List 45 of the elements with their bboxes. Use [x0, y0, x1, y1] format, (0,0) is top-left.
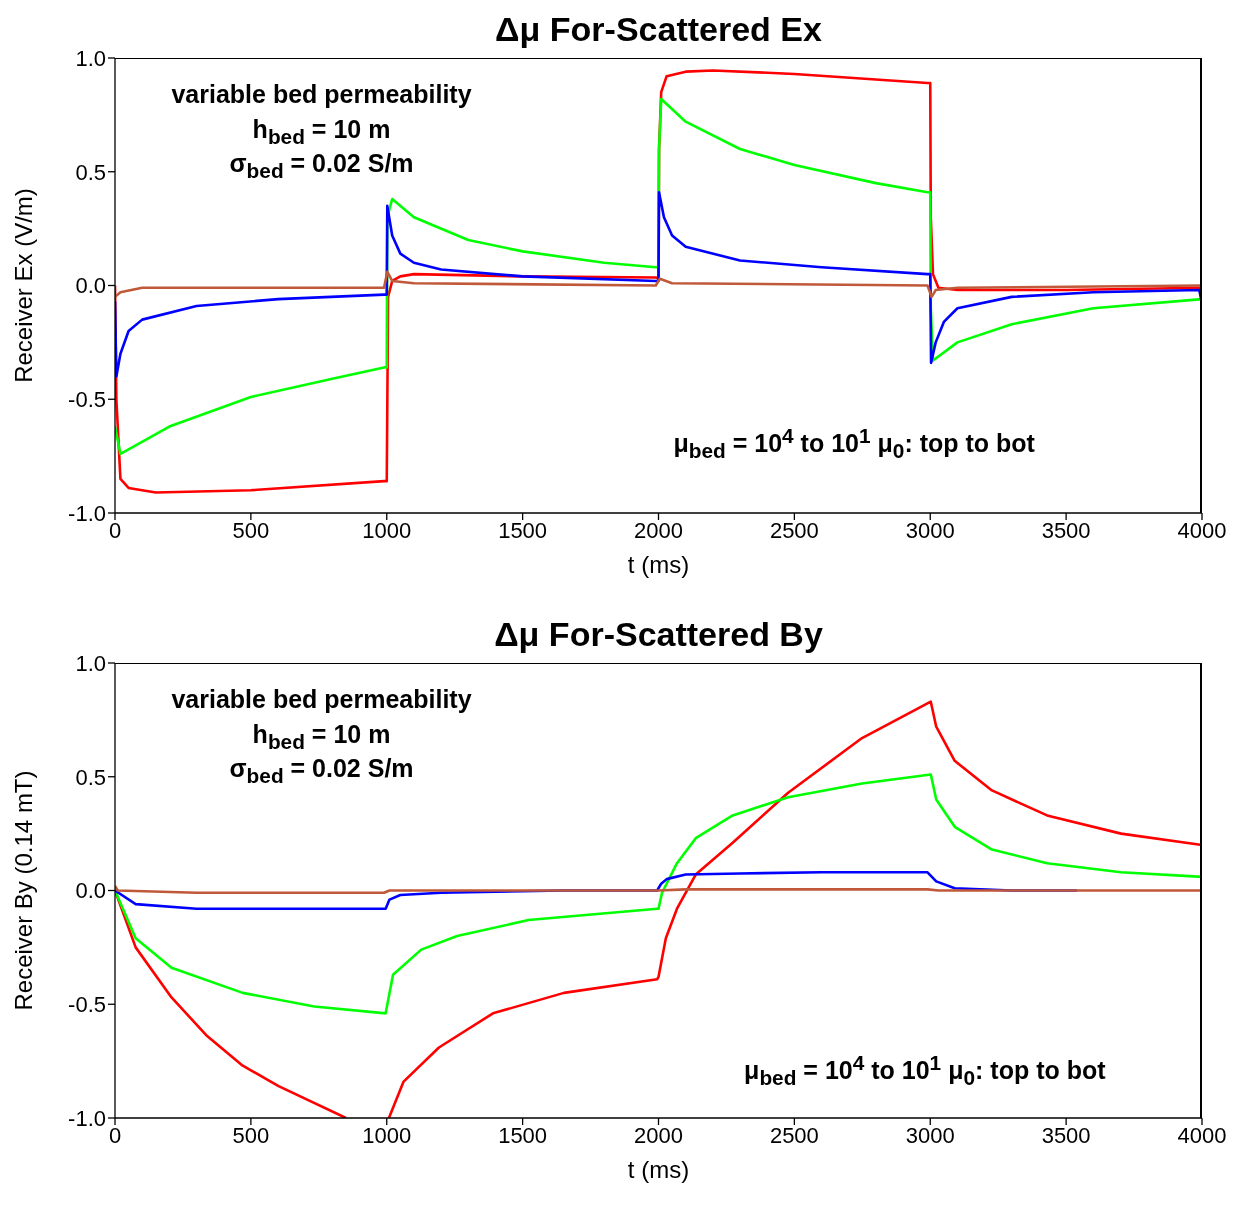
text: μ$_{bed}$ = 10$^{4}$ to 10$^{1}$ μ$_{0}$: top to bot: [673, 423, 1035, 462]
x-tick-label: 4000: [1177, 1122, 1227, 1148]
annotation: σ$_{bed}$ = 0.02 S/m: [229, 753, 414, 787]
y-tick-label: 0.0: [75, 878, 106, 904]
line-series: [115, 884, 1202, 895]
x-axis-title: t (ms): [627, 551, 690, 578]
x-tick-label: 1500: [498, 517, 548, 543]
y-axis-title: Receiver By (0.14 mT): [9, 770, 37, 1011]
y-tick-label: 1.0: [75, 45, 106, 71]
x-tick-label: 2000: [634, 1122, 683, 1148]
y-tick-label: -0.5: [68, 387, 106, 413]
annotation: h$_{bed}$ = 10 m: [252, 114, 391, 148]
x-tick-label: 3500: [1041, 1122, 1091, 1148]
annotation: h$_{bed}$ = 10 m: [252, 719, 391, 753]
x-tick-label: 1000: [362, 517, 412, 543]
x-tick-label: 0: [108, 517, 122, 543]
x-tick-label: 1000: [362, 1122, 412, 1148]
x-tick-label: 3000: [905, 1122, 955, 1148]
x-tick-label: 3000: [905, 517, 955, 543]
line-series: [115, 190, 1202, 378]
x-tick-label: 2000: [634, 517, 683, 543]
y-axis-title: Receiver Ex (V/m): [9, 188, 37, 383]
x-tick-label: 3500: [1041, 517, 1091, 543]
y-tick-label: -1.0: [68, 1105, 106, 1131]
x-axis-title: t (ms): [627, 1156, 690, 1183]
y-tick-label: 0.0: [75, 273, 106, 299]
x-tick-label: 0: [108, 1122, 122, 1148]
x-tick-label: 2500: [769, 1122, 819, 1148]
annotation: σ$_{bed}$ = 0.02 S/m: [229, 148, 414, 182]
y-tick-label: 0.5: [75, 159, 106, 185]
line-series: [115, 270, 1202, 299]
annotation: variable bed permeability: [170, 684, 473, 715]
y-tick-label: -1.0: [68, 500, 106, 526]
y-tick-label: 0.5: [75, 764, 106, 790]
text: μ$_{bed}$ = 10$^{4}$ to 10$^{1}$ μ$_{0}$: top to bot: [744, 1051, 1106, 1090]
chart-title: Δμ For-Scattered By: [493, 615, 824, 654]
chart-title: Δμ For-Scattered Ex: [494, 10, 823, 49]
y-tick-label: -0.5: [68, 992, 106, 1018]
x-tick-label: 1500: [498, 1122, 548, 1148]
x-tick-label: 4000: [1177, 517, 1227, 543]
x-tick-label: 500: [232, 517, 270, 543]
annotation: variable bed permeability: [170, 79, 473, 110]
x-tick-label: 500: [232, 1122, 270, 1148]
y-tick-label: 1.0: [75, 650, 106, 676]
x-tick-label: 2500: [769, 517, 819, 543]
